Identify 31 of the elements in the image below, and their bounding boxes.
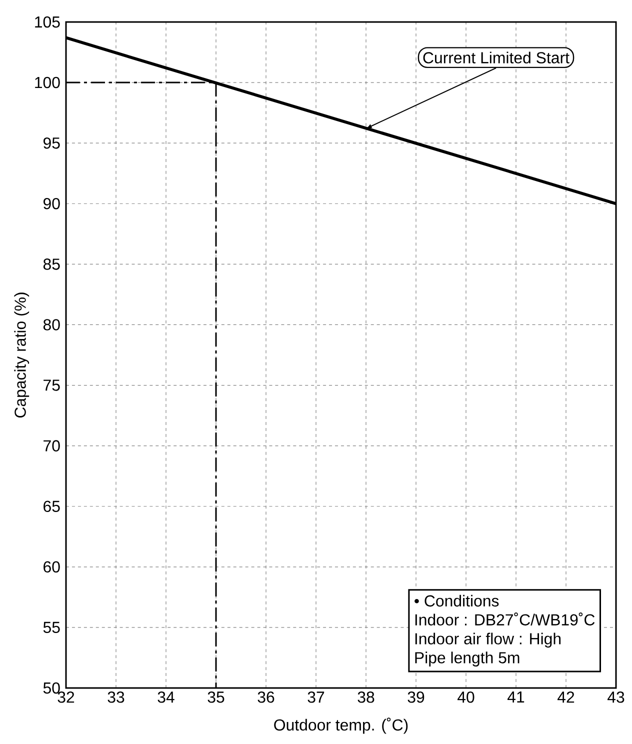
- annotation: • Conditions: [414, 594, 499, 607]
- x-tick-label: 42: [558, 692, 574, 703]
- annotation: Indoor air flow : High: [415, 632, 561, 648]
- x-tick-label: 40: [458, 692, 474, 703]
- x-tick-label: 43: [608, 692, 624, 703]
- x-tick-label: 36: [258, 692, 274, 703]
- y-tick-label: 80: [43, 319, 60, 330]
- y-tick-label: 85: [43, 258, 60, 270]
- x-axis-title: Outdoor temp. (˚C): [274, 718, 408, 734]
- y-tick-label: 60: [44, 561, 60, 573]
- y-tick-label: 75: [44, 380, 60, 391]
- y-axis-title: Capacity ratio (%): [14, 292, 30, 418]
- y-tick-label: 70: [44, 440, 60, 452]
- y-tick-label: 55: [43, 622, 60, 634]
- x-tick-label: 32: [58, 692, 74, 703]
- y-tick-label: 50: [43, 682, 60, 694]
- annotation: Pipe length 5m: [415, 652, 520, 667]
- annotation: Current Limited Start: [423, 52, 570, 64]
- x-tick-label: 34: [158, 692, 174, 703]
- x-tick-label: 33: [108, 692, 124, 703]
- y-tick-label: 95: [44, 137, 60, 149]
- x-tick-label: 39: [408, 692, 424, 703]
- annotation: Indoor : DB27˚C/WB19˚C: [415, 612, 595, 626]
- x-tick-label: 38: [358, 692, 374, 703]
- y-tick-label: 105: [35, 16, 60, 28]
- x-tick-label: 35: [208, 692, 224, 703]
- y-tick-label: 65: [44, 500, 60, 512]
- y-tick-label: 90: [44, 198, 60, 210]
- y-tick-label: 100: [35, 76, 60, 88]
- x-tick-label: 37: [308, 692, 324, 703]
- x-tick-label: 41: [508, 692, 524, 702]
